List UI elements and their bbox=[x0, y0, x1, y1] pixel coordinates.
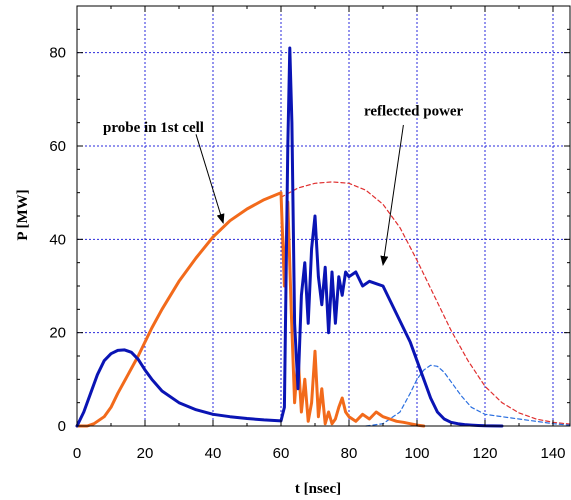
x-tick-label: 40 bbox=[205, 445, 222, 462]
plot-series bbox=[75, 46, 571, 428]
annotation-arrow bbox=[195, 134, 225, 224]
series-line-1 bbox=[75, 191, 426, 428]
x-tick-label: 140 bbox=[540, 445, 565, 462]
y-tick-label: 0 bbox=[58, 418, 66, 435]
x-tick-label: 0 bbox=[73, 445, 81, 462]
series-line-3 bbox=[365, 364, 571, 427]
annotation-label: reflected power bbox=[364, 104, 464, 120]
y-tick-label: 20 bbox=[49, 325, 66, 342]
annotations: probe in 1st cell reflected power bbox=[103, 104, 464, 266]
x-tick-label: 100 bbox=[404, 445, 429, 462]
y-tick-label: 60 bbox=[49, 138, 66, 155]
x-tick-label: 120 bbox=[472, 445, 497, 462]
series-line-2 bbox=[280, 181, 571, 425]
x-tick-label: 80 bbox=[341, 445, 358, 462]
grid bbox=[77, 6, 570, 426]
tick-labels: 0 20 40 60 80 100 120 140 0 20 40 60 80 bbox=[49, 45, 565, 462]
y-axis-title: P [MW] bbox=[15, 189, 31, 240]
annotation-arrow bbox=[380, 124, 404, 266]
series-line-0 bbox=[75, 46, 504, 428]
tick-marks bbox=[76, 6, 570, 427]
x-axis-title: t [nsec] bbox=[295, 481, 341, 497]
y-tick-label: 80 bbox=[49, 45, 66, 62]
x-tick-label: 60 bbox=[273, 445, 290, 462]
y-tick-label: 40 bbox=[49, 231, 66, 248]
annotation-label: probe in 1st cell bbox=[103, 120, 204, 136]
plot-frame bbox=[76, 5, 571, 427]
x-tick-label: 20 bbox=[137, 445, 154, 462]
